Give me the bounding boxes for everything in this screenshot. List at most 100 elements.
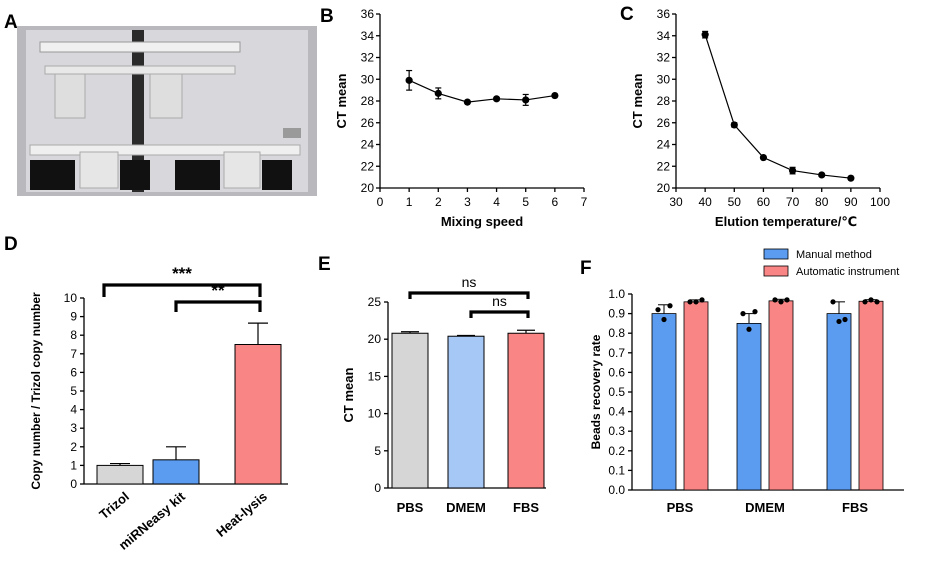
legend-label: Manual method — [796, 249, 872, 261]
y-tick-label: 25 — [368, 295, 382, 309]
x-tick-label: 70 — [786, 195, 800, 209]
bar — [152, 459, 200, 485]
x-tick-label: 60 — [757, 195, 771, 209]
significance-bracket-label: ns — [462, 274, 477, 290]
x-tick-label: 5 — [522, 195, 529, 209]
y-tick-label: 1.0 — [608, 287, 625, 301]
y-tick-label: 0.5 — [608, 385, 625, 399]
bar — [826, 313, 852, 491]
replicate-point — [667, 303, 673, 309]
x-tick-label: 40 — [698, 195, 712, 209]
replicate-point — [784, 297, 790, 303]
x-tick-label: FBS — [842, 500, 868, 515]
y-tick-label: 28 — [361, 94, 375, 108]
y-tick-label: 5 — [70, 384, 77, 398]
significance-bracket — [102, 283, 262, 297]
data-point — [405, 76, 413, 84]
y-tick-label: 22 — [657, 159, 671, 173]
data-point — [818, 171, 826, 179]
x-tick-label: 80 — [815, 195, 829, 209]
y-tick-label: 0.2 — [608, 444, 625, 458]
y-tick-label: 0.3 — [608, 424, 625, 438]
panel-a-photo — [17, 26, 317, 196]
replicate-point — [752, 309, 758, 315]
series-line — [408, 79, 555, 103]
y-tick-label: 15 — [368, 369, 382, 383]
data-point — [463, 98, 472, 106]
replicate-point — [772, 297, 778, 303]
significance-bracket — [469, 310, 530, 318]
legend-label: Automatic instrument — [796, 266, 899, 278]
y-tick-label: 28 — [657, 94, 671, 108]
panel-f-label: F — [580, 258, 592, 279]
x-axis-label: Elution temperature/℃ — [715, 214, 857, 229]
y-tick-label: 0.7 — [608, 346, 625, 360]
y-tick-label: 0.0 — [608, 483, 625, 497]
replicate-point — [862, 299, 868, 305]
y-axis-label: Copy number / Trizol copy number — [29, 292, 43, 490]
y-tick-label: 26 — [657, 116, 671, 130]
bar — [507, 332, 545, 489]
y-tick-label: 20 — [361, 181, 375, 195]
x-tick-label: 0 — [377, 195, 384, 209]
y-tick-label: 2 — [70, 440, 77, 454]
replicate-point — [868, 297, 874, 303]
panel-d-label: D — [4, 234, 18, 255]
y-axis-label: Beads recovery rate — [589, 334, 603, 449]
y-axis-label: CT mean — [334, 73, 349, 128]
y-axis-label: CT mean — [630, 73, 645, 128]
y-tick-label: 10 — [64, 291, 78, 305]
data-point — [788, 167, 797, 175]
replicate-point — [687, 299, 693, 305]
data-point — [492, 95, 501, 103]
y-tick-label: 0.4 — [608, 405, 625, 419]
x-tick-label: 90 — [844, 195, 858, 209]
replicate-point — [746, 326, 752, 332]
replicate-point — [699, 297, 705, 303]
replicate-point — [655, 307, 661, 313]
y-axis-label: CT mean — [341, 367, 356, 422]
y-tick-label: 22 — [361, 159, 375, 173]
bar — [768, 300, 794, 491]
significance-bracket-label: ns — [492, 293, 507, 309]
replicate-point — [842, 316, 848, 323]
x-tick-label: 4 — [493, 195, 500, 209]
replicate-point — [874, 299, 880, 305]
y-tick-label: 24 — [361, 138, 375, 152]
y-tick-label: 0.1 — [608, 463, 625, 477]
y-tick-label: 30 — [657, 72, 671, 86]
y-tick-label: 4 — [70, 403, 77, 417]
x-tick-label: 7 — [581, 195, 588, 209]
x-tick-label: 6 — [552, 195, 559, 209]
replicate-point — [693, 299, 699, 305]
series-line — [704, 34, 851, 179]
panel-e-label: E — [318, 254, 331, 275]
chart-c: 20 22 24 26 28 30 32 34 36 30 40 50 60 70 80 90 100 Eluti… — [630, 7, 890, 229]
x-tick-label: 1 — [406, 195, 413, 209]
y-tick-label: 24 — [657, 138, 671, 152]
panel-b-label: B — [320, 6, 334, 27]
bar — [736, 322, 762, 491]
y-tick-label: 1 — [70, 458, 77, 472]
y-tick-label: 30 — [361, 72, 375, 86]
bar — [651, 313, 677, 491]
x-tick-label: 50 — [728, 195, 742, 209]
y-tick-label: 0 — [374, 481, 381, 495]
y-tick-label: 32 — [657, 51, 671, 65]
x-tick-label: PBS — [667, 500, 694, 515]
bar — [683, 301, 709, 491]
data-point — [434, 89, 442, 97]
bar — [391, 332, 429, 489]
bar — [447, 335, 485, 489]
y-tick-label: 6 — [70, 365, 77, 379]
y-tick-label: 9 — [70, 310, 77, 324]
x-tick-label: DMEM — [745, 500, 785, 515]
x-axis-label: Mixing speed — [441, 214, 523, 229]
data-point — [701, 31, 709, 39]
y-tick-label: 3 — [70, 421, 77, 435]
data-point — [551, 91, 559, 100]
replicate-point — [661, 316, 667, 323]
